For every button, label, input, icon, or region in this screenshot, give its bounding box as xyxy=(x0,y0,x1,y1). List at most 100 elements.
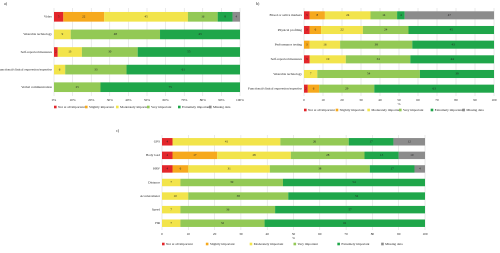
x-tick-label: 40 xyxy=(378,98,382,102)
y-tick-label: Self-reported measures xyxy=(271,57,303,61)
value-label: 2 xyxy=(55,50,57,54)
bar-segment xyxy=(307,84,320,93)
legend-swatch xyxy=(430,108,434,112)
legend-label: Missing data xyxy=(213,105,231,109)
value-label: 28 xyxy=(252,153,256,157)
value-label: 61 xyxy=(343,221,347,225)
value-label: 4 xyxy=(166,140,168,144)
value-label: 52 xyxy=(355,194,359,198)
bar-segment xyxy=(317,69,420,79)
value-label: 45 xyxy=(144,15,148,19)
value-label: 55 xyxy=(187,50,191,54)
x-tick-label: 100% xyxy=(236,98,244,102)
value-label: 30 xyxy=(108,50,112,54)
bar-segment xyxy=(362,25,409,35)
bar-segment xyxy=(309,25,322,35)
y-tick-label: Wearable technology xyxy=(273,72,302,76)
value-label: 32 xyxy=(221,221,225,225)
bar-segment xyxy=(188,192,289,200)
value-label: 34 xyxy=(377,57,381,61)
y-tick-label: Accelerometer xyxy=(140,194,161,198)
bar-segment xyxy=(324,11,371,20)
x-tick-label: 70% xyxy=(181,98,187,102)
value-label: 4 xyxy=(400,13,402,17)
y-tick-label: GPS xyxy=(154,140,160,144)
bar-segment xyxy=(290,151,365,160)
y-tick-label: Blood or saliva markers xyxy=(270,13,303,17)
bar-segment xyxy=(304,25,310,35)
bar-segment xyxy=(70,29,161,40)
bar-segment xyxy=(162,165,173,173)
value-label: 47 xyxy=(448,13,452,17)
bar-segment xyxy=(172,151,218,160)
bar-segment xyxy=(419,69,494,79)
value-label: 36 xyxy=(226,207,230,211)
bar-segment xyxy=(162,138,173,146)
value-label: 57 xyxy=(348,207,352,211)
x-tick-label: 40 xyxy=(266,232,270,236)
legend-swatch xyxy=(54,105,57,109)
value-label: 19 xyxy=(326,57,330,61)
y-tick-label: Speed xyxy=(152,207,161,211)
legend-label: Missing data xyxy=(385,242,403,246)
bar-segment xyxy=(348,138,394,146)
value-label: 61 xyxy=(182,67,186,71)
y-tick-label: HRV xyxy=(153,167,160,171)
legend-swatch xyxy=(249,242,253,246)
legend-swatch xyxy=(462,108,465,112)
bar-segment xyxy=(54,47,58,57)
bar-segment xyxy=(288,192,425,200)
x-tick-label: 100 xyxy=(491,98,496,102)
x-tick-label: 30 xyxy=(239,232,243,236)
y-tick-label: Physical profiling xyxy=(278,28,303,32)
value-label: 63 xyxy=(433,86,437,90)
legend-label: Moderately important xyxy=(120,105,150,109)
bar-segment xyxy=(412,40,494,49)
value-label: 13 xyxy=(68,50,72,54)
value-label: 43 xyxy=(452,42,456,46)
value-label: 9 xyxy=(62,32,64,36)
x-tick-label: 60 xyxy=(318,232,322,236)
value-label: 22 xyxy=(340,28,344,32)
value-label: 45 xyxy=(450,28,454,32)
panel-label: a) xyxy=(4,1,8,6)
value-label: 25 xyxy=(76,85,80,89)
bar-segment xyxy=(126,64,240,75)
bar-segment xyxy=(54,11,64,22)
legend-label: Moderately important xyxy=(254,242,284,246)
bar-segment xyxy=(65,64,127,75)
legend-swatch xyxy=(304,108,307,112)
value-label: 41 xyxy=(225,140,229,144)
bar-segment xyxy=(398,151,425,160)
bar-segment xyxy=(304,55,310,64)
value-label: 39 xyxy=(230,180,234,184)
bar-segment xyxy=(180,178,283,187)
bar-segment xyxy=(162,151,173,160)
legend-swatch xyxy=(147,105,150,109)
bar-segment xyxy=(57,47,82,57)
legend-label: Very important xyxy=(403,108,423,112)
bar-segment xyxy=(364,151,399,160)
y-tick-label: Body load xyxy=(146,153,160,157)
x-tick-label: 50 xyxy=(397,98,401,102)
bar-segment xyxy=(304,40,310,49)
bar-segment xyxy=(309,55,346,64)
value-label: 7 xyxy=(170,207,172,211)
panel-label: b) xyxy=(256,1,260,6)
bar-segment xyxy=(374,84,494,93)
bar-segment xyxy=(321,25,363,35)
value-label: 14 xyxy=(382,13,386,17)
bar-segment xyxy=(282,178,425,187)
value-label: 6 xyxy=(313,86,315,90)
bar-segment xyxy=(162,219,181,227)
value-label: 7 xyxy=(170,180,172,184)
value-label: 4 xyxy=(166,167,168,171)
bar-segment xyxy=(410,55,494,64)
legend-swatch xyxy=(337,242,340,246)
legend-label: Slightly important xyxy=(210,242,235,246)
value-label: 3 xyxy=(306,42,308,46)
y-tick-label: Distance xyxy=(148,180,160,184)
value-label: 8 xyxy=(317,13,319,17)
x-tick-label: 80% xyxy=(200,98,206,102)
value-label: 22 xyxy=(82,15,86,19)
